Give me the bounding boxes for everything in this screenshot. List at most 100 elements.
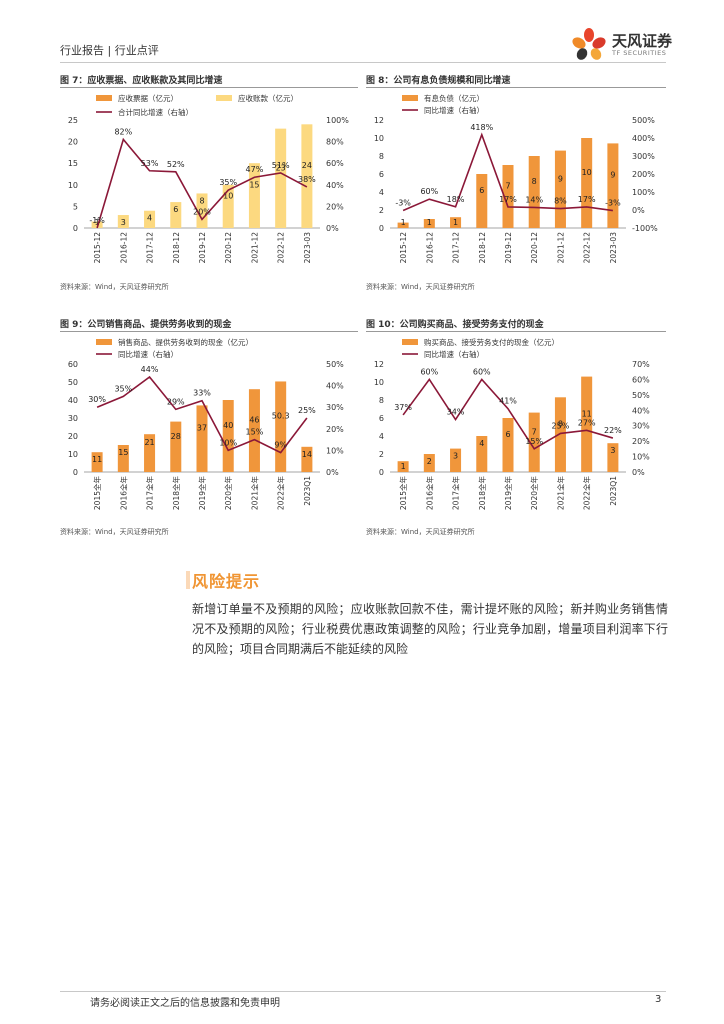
line-label: 25% bbox=[298, 406, 316, 415]
bar bbox=[423, 454, 435, 472]
line-label: -3% bbox=[395, 199, 411, 208]
bar-label: 11 bbox=[92, 455, 102, 464]
legend-label: 应收票据（亿元） bbox=[118, 93, 178, 103]
bar bbox=[450, 217, 462, 228]
bar-label: 10 bbox=[223, 191, 233, 200]
x-tick-label: 2015-12 bbox=[93, 232, 102, 264]
y2-tick-label: 60% bbox=[632, 375, 650, 384]
bar bbox=[581, 376, 593, 472]
report-category: 行业报告 | 行业点评 bbox=[60, 44, 159, 57]
y-tick-label: 2 bbox=[379, 206, 384, 215]
bar-label: 7 bbox=[505, 182, 510, 191]
y2-tick-label: 200% bbox=[632, 170, 655, 179]
bar-label: 24 bbox=[302, 161, 312, 170]
y-tick-label: 0 bbox=[379, 468, 384, 477]
x-tick-label: 2015-12 bbox=[399, 232, 408, 264]
y2-tick-label: 40% bbox=[632, 406, 650, 415]
bar bbox=[275, 381, 287, 472]
bar bbox=[607, 443, 619, 472]
line-label: 15% bbox=[246, 428, 264, 437]
x-tick-label: 2022全年 bbox=[276, 476, 286, 511]
bar bbox=[248, 389, 260, 472]
line-label: 53% bbox=[141, 159, 159, 168]
line-label: -3% bbox=[605, 199, 621, 208]
risk-title-marker bbox=[186, 571, 190, 589]
bar-label: 8 bbox=[199, 196, 204, 205]
x-tick-label: 2021全年 bbox=[555, 476, 565, 511]
x-tick-label: 2019全年 bbox=[503, 476, 513, 511]
x-tick-label: 2019-12 bbox=[198, 232, 207, 264]
line-label: 60% bbox=[420, 187, 438, 196]
y2-tick-label: 300% bbox=[632, 152, 655, 161]
x-tick-label: 2020-12 bbox=[224, 232, 233, 264]
legend-swatch bbox=[96, 339, 112, 345]
bar bbox=[275, 128, 287, 228]
y-tick-label: 10 bbox=[374, 134, 384, 143]
bar bbox=[423, 219, 435, 228]
bar bbox=[476, 436, 488, 472]
bar bbox=[476, 174, 488, 228]
growth-line bbox=[402, 132, 613, 212]
y2-tick-label: 70% bbox=[632, 360, 650, 369]
y2-tick-label: 100% bbox=[326, 116, 349, 125]
y-tick-label: 8 bbox=[379, 396, 384, 405]
figure-divider bbox=[366, 87, 666, 88]
growth-line bbox=[96, 375, 308, 454]
bar bbox=[581, 138, 593, 228]
line-label: -1% bbox=[89, 216, 105, 225]
y-tick-label: 15 bbox=[68, 159, 78, 168]
x-tick-label: 2018-12 bbox=[172, 232, 181, 264]
x-tick-label: 2015全年 bbox=[398, 476, 408, 511]
bar-label: 7 bbox=[532, 427, 537, 436]
flower-logo-icon bbox=[572, 28, 606, 60]
bar bbox=[144, 434, 156, 472]
x-tick-label: 2023Q1 bbox=[609, 476, 618, 506]
y2-tick-label: 0% bbox=[632, 468, 645, 477]
bar-label: 2 bbox=[427, 457, 432, 466]
legend-label: 购买商品、接受劳务支付的现金（亿元） bbox=[424, 337, 559, 347]
y-tick-label: 6 bbox=[379, 414, 384, 423]
legend-swatch bbox=[402, 95, 418, 101]
line-label: 52% bbox=[167, 160, 185, 169]
figure-title: 图 10：公司购买商品、接受劳务支付的现金 bbox=[366, 320, 544, 330]
bar bbox=[554, 150, 566, 228]
y2-tick-label: 500% bbox=[632, 116, 655, 125]
risk-body: 新增订单量不及预期的风险；应收账款回款不佳，需计提坏账的风险；新并购业务销售情况… bbox=[192, 602, 668, 656]
y-tick-label: 30 bbox=[68, 414, 78, 423]
y-tick-label: 2 bbox=[379, 450, 384, 459]
risk-heading: 风险提示 bbox=[192, 572, 261, 591]
bar-label: 10 bbox=[582, 168, 592, 177]
x-tick-label: 2017全年 bbox=[451, 476, 461, 511]
receivables-chart: 应收票据（亿元） 应收账款（亿元） 合计同比增速（右轴） 0 5 10 15 20 25 0% 20… bbox=[68, 93, 349, 264]
y2-tick-label: 400% bbox=[632, 134, 655, 143]
figure-divider bbox=[60, 331, 358, 332]
line-label: 44% bbox=[141, 365, 159, 374]
x-tick-label: 2017-12 bbox=[452, 232, 461, 264]
y-tick-label: 4 bbox=[379, 432, 384, 441]
line-label: 60% bbox=[420, 367, 438, 376]
legend-swatch bbox=[402, 339, 418, 345]
x-tick-label: 2018全年 bbox=[477, 476, 487, 511]
bar-label: 1 bbox=[401, 462, 406, 471]
bar bbox=[222, 184, 234, 228]
line-label: 17% bbox=[578, 195, 596, 204]
y-tick-label: 60 bbox=[68, 360, 78, 369]
legend-label: 同比增速（右轴） bbox=[424, 105, 484, 115]
purchase-cash-chart: 购买商品、接受劳务支付的现金（亿元）同比增速（右轴）0246810120%10%… bbox=[374, 337, 650, 511]
line-label: 35% bbox=[114, 384, 132, 393]
y2-tick-label: 20% bbox=[326, 202, 344, 211]
bar-label: 15 bbox=[249, 181, 259, 190]
y-tick-label: 10 bbox=[68, 450, 78, 459]
bar bbox=[91, 221, 103, 228]
line-label: 14% bbox=[525, 195, 543, 204]
y-tick-label: 20 bbox=[68, 432, 78, 441]
bar-label: 8 bbox=[558, 420, 563, 429]
bar bbox=[196, 193, 208, 228]
x-tick-label: 2023-03 bbox=[303, 232, 312, 264]
line-label: 18% bbox=[447, 195, 465, 204]
bar bbox=[607, 143, 619, 228]
bar bbox=[196, 405, 208, 472]
bar-label: 11 bbox=[582, 409, 592, 418]
y2-tick-label: 20% bbox=[632, 437, 650, 446]
bar-label: 3 bbox=[610, 446, 615, 455]
